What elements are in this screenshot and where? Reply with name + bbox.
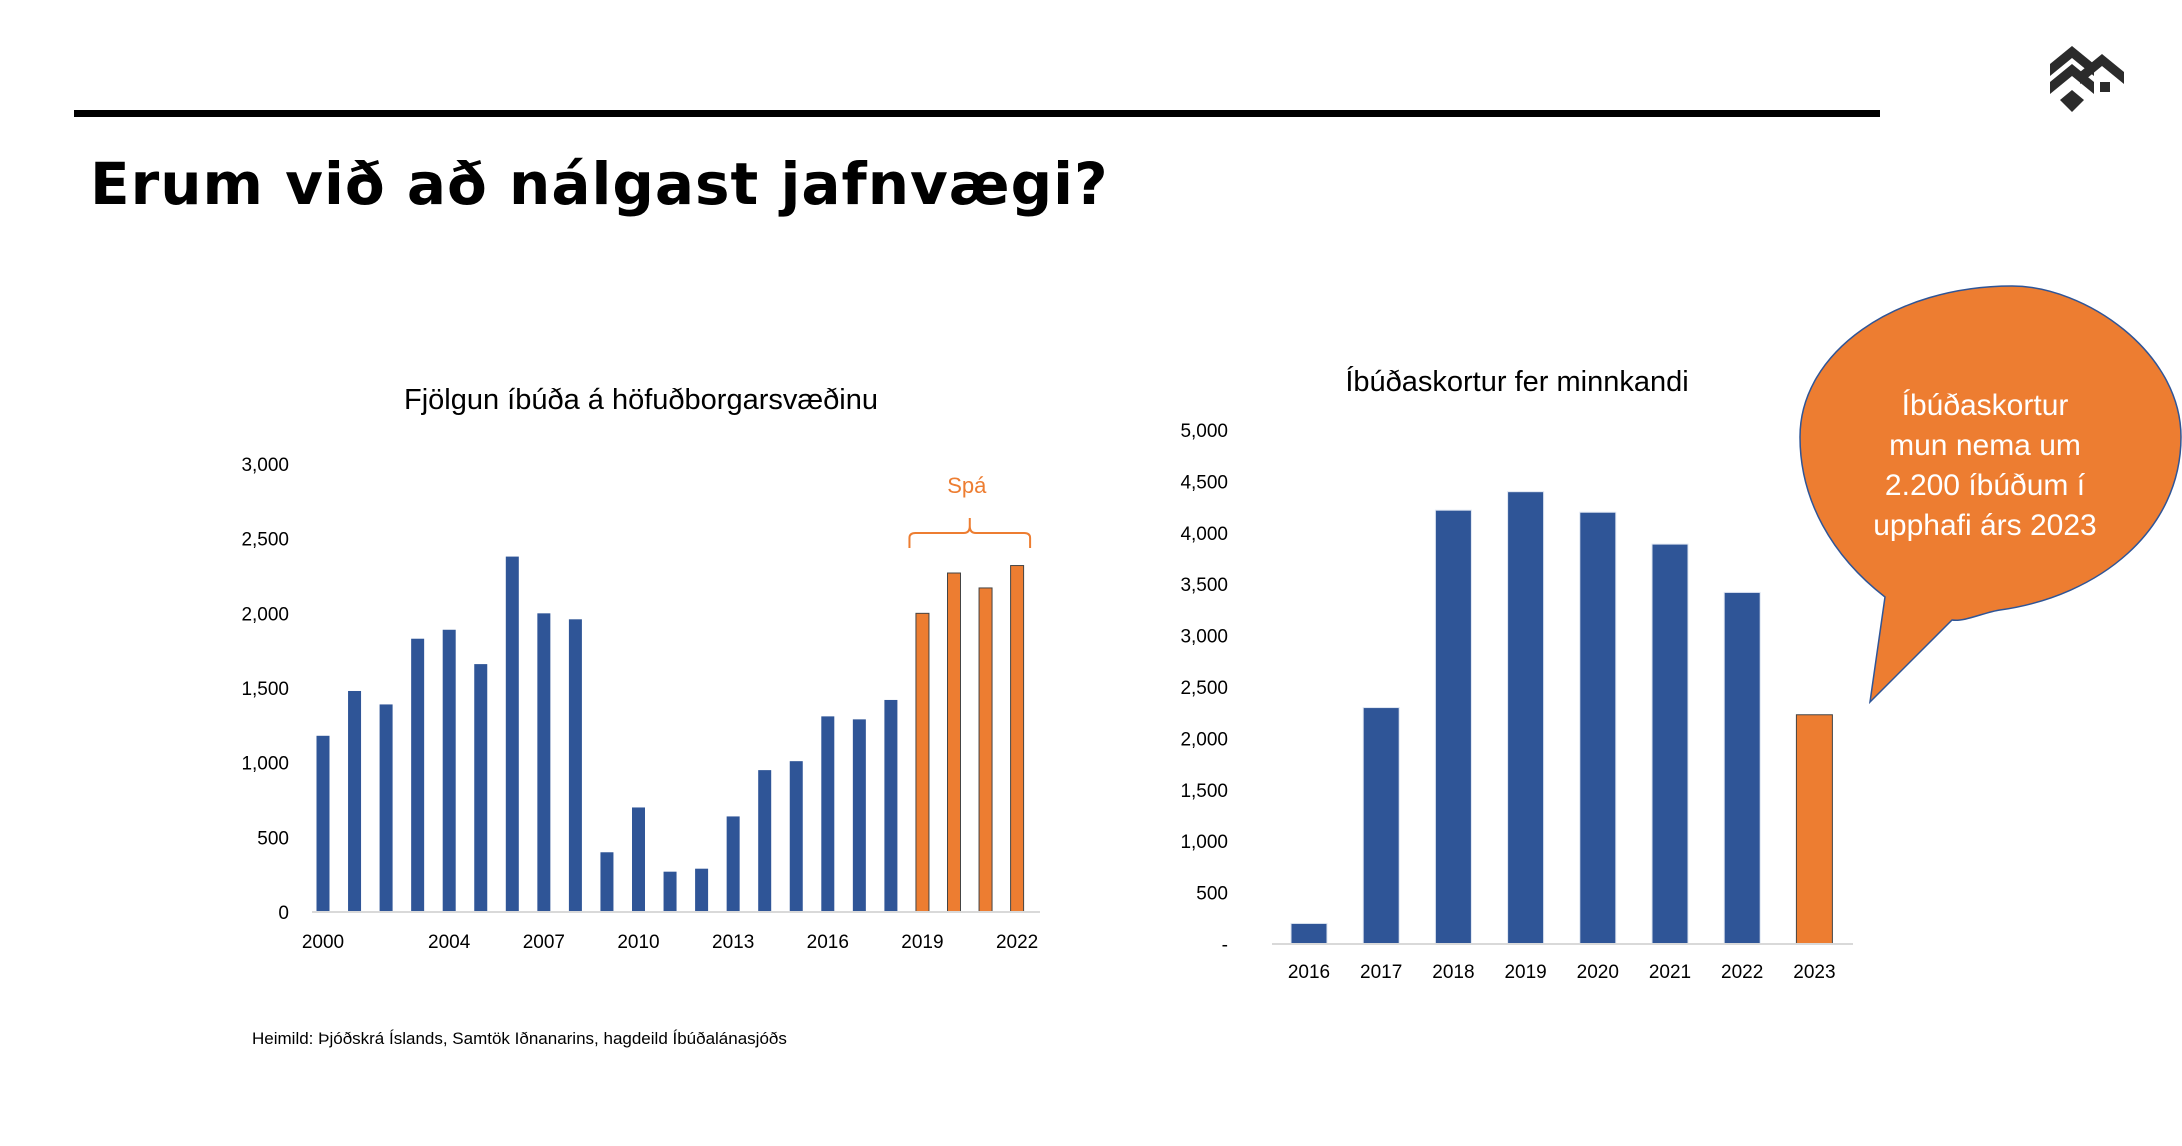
x-tick-label: 2016 [807, 932, 849, 953]
bar-2018 [884, 699, 898, 912]
y-tick-label: 2,000 [1180, 729, 1228, 750]
y-tick-label: 2,500 [241, 530, 289, 551]
bar-2020 [1579, 511, 1617, 945]
callout-text: Íbúðaskortur mun nema um 2.200 íbúðum í … [1820, 386, 2150, 546]
bar-2016 [821, 716, 835, 912]
bar-2003 [411, 638, 425, 912]
bar-2021 [978, 587, 993, 913]
logo-icon [2050, 46, 2124, 112]
x-tick-label: 2007 [523, 932, 565, 953]
x-tick-label: 2016 [1288, 962, 1330, 983]
y-tick-label: 2,500 [1180, 678, 1228, 699]
x-tick-label: 2004 [428, 932, 471, 953]
x-tick-label: 2021 [1649, 962, 1691, 983]
chart-2-title: Íbúðaskortur fer minnkandi [1345, 366, 1689, 398]
x-tick-label: 2017 [1360, 962, 1402, 983]
slide-title: Erum við að nálgast jafnvægi? [90, 150, 1109, 218]
bar-2012 [695, 868, 709, 912]
bar-2020 [947, 572, 961, 913]
bar-2017 [852, 719, 866, 912]
y-tick-label: - [1222, 935, 1228, 956]
x-tick-label: 2000 [302, 932, 344, 953]
y-tick-label: 3,500 [1180, 575, 1228, 596]
bar-2016 [1290, 922, 1328, 945]
bar-2015 [789, 761, 803, 912]
y-tick-label: 4,000 [1180, 524, 1228, 545]
header-rule [74, 110, 1880, 117]
y-tick-label: 3,000 [241, 455, 289, 476]
callout-line: 2.200 íbúðum í [1884, 469, 2086, 502]
y-tick-label: 1,500 [1180, 781, 1228, 802]
bar-2017 [1362, 707, 1400, 945]
bar-2023 [1795, 714, 1833, 945]
x-tick-label: 2023 [1793, 962, 1835, 983]
bar-2010 [632, 807, 645, 912]
bar-2019 [1507, 491, 1545, 945]
callout-line: Íbúðaskortur [1901, 389, 2069, 422]
callout-line: mun nema um [1889, 429, 2081, 462]
bar-2009 [600, 852, 614, 912]
bar-2001 [348, 690, 362, 912]
bar-2013 [726, 816, 740, 912]
y-tick-label: 500 [257, 828, 289, 849]
bar-2008 [568, 619, 582, 912]
y-tick-label: 4,500 [1180, 472, 1228, 493]
bar-2021 [1651, 543, 1689, 945]
x-tick-label: 2010 [617, 932, 659, 953]
y-tick-label: 1,500 [241, 679, 289, 700]
bar-2019 [915, 612, 930, 913]
y-tick-label: 500 [1196, 884, 1228, 905]
bar-2005 [474, 664, 488, 912]
forecast-label: Spá [947, 473, 987, 498]
x-tick-label: 2022 [996, 932, 1038, 953]
x-tick-label: 2019 [901, 932, 943, 953]
callout-bubble [1799, 285, 2182, 705]
bar-2007 [537, 613, 551, 912]
source-note: Heimild: Þjóðskrá Íslands, Samtök Iðnana… [252, 1029, 787, 1048]
y-tick-label: 1,000 [241, 754, 289, 775]
y-tick-label: 1,000 [1180, 832, 1228, 853]
bar-2014 [758, 770, 772, 912]
y-tick-label: 0 [278, 903, 289, 924]
x-tick-label: 2019 [1504, 962, 1546, 983]
bar-2006 [505, 556, 519, 912]
bar-2011 [663, 871, 677, 912]
x-tick-label: 2020 [1577, 962, 1619, 983]
forecast-bracket [908, 518, 1032, 548]
x-tick-label: 2013 [712, 932, 754, 953]
y-tick-label: 5,000 [1180, 421, 1228, 442]
x-tick-label: 2018 [1432, 962, 1474, 983]
y-tick-label: 3,000 [1180, 627, 1228, 648]
chart-1-title: Fjölgun íbúða á höfuðborgarsvæðinu [404, 384, 878, 416]
callout-line: upphafi árs 2023 [1873, 509, 2097, 542]
bar-2018 [1434, 509, 1472, 945]
y-tick-label: 2,000 [241, 604, 289, 625]
bar-2022 [1010, 565, 1025, 913]
bar-2002 [379, 704, 393, 912]
x-tick-label: 2022 [1721, 962, 1763, 983]
bar-2004 [442, 629, 456, 912]
bar-2022 [1723, 591, 1761, 945]
bar-2000 [316, 735, 330, 912]
